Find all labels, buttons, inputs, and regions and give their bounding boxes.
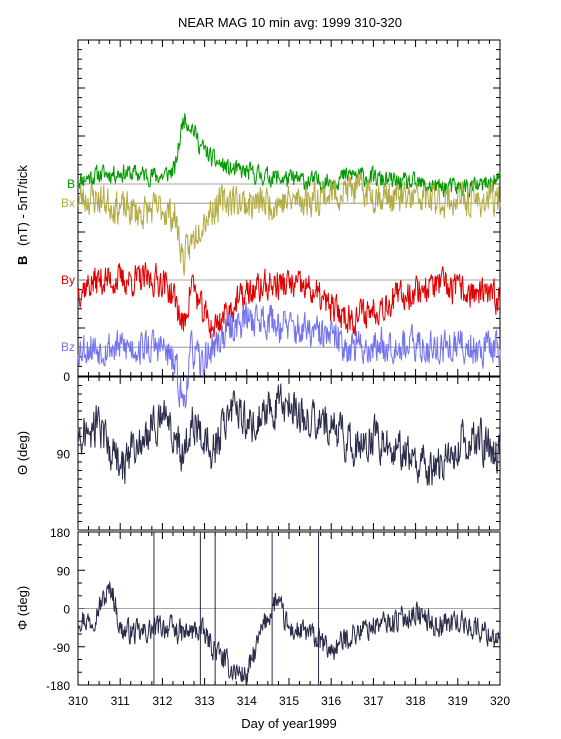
- b-field-panel: 0 B Bx By Bz: [61, 39, 501, 410]
- phi-ylabel: Φ (deg): [15, 586, 30, 630]
- series-bz-line: [77, 301, 501, 410]
- phi-line: [77, 581, 501, 685]
- series-b-line: [77, 113, 501, 198]
- phi-ytick-label: 180: [50, 526, 70, 540]
- b-ylabel-units: (nT) - 5nT/tick: [15, 165, 30, 246]
- x-tick-label: 310: [68, 694, 88, 708]
- x-tick-label: 311: [111, 694, 130, 708]
- series-bx-label: Bx: [61, 196, 75, 210]
- x-tick-label: 314: [237, 694, 257, 708]
- x-axis-label: Day of year1999: [241, 716, 336, 731]
- theta-ylabel: Θ (deg): [15, 431, 30, 475]
- theta-ytick-label-90: 90: [57, 448, 71, 462]
- x-tick-label: 316: [321, 694, 341, 708]
- b-ytick-label-zero: 0: [63, 370, 70, 384]
- x-tick-label: 317: [363, 694, 383, 708]
- x-tick-label: 320: [490, 694, 510, 708]
- series-b-label: B: [67, 177, 75, 191]
- x-tick-label: 315: [279, 694, 299, 708]
- x-tick-label: 312: [152, 694, 172, 708]
- phi-ytick-label: 90: [57, 564, 71, 578]
- series-by-label: By: [61, 273, 75, 287]
- chart-title: NEAR MAG 10 min avg: 1999 310-320: [178, 15, 402, 30]
- phi-ytick-label: -180: [46, 679, 70, 693]
- b-ylabel: B (nT) - 5nT/tick: [15, 165, 30, 265]
- theta-line: [77, 383, 501, 486]
- theta-panel: 90: [57, 376, 501, 531]
- x-tick-label: 319: [448, 694, 468, 708]
- x-tick-label: 313: [195, 694, 215, 708]
- series-by-line: [77, 262, 501, 339]
- x-tick-label: 318: [406, 694, 426, 708]
- b-ylabel-symbol: B: [15, 256, 30, 265]
- phi-ytick-label: -90: [53, 641, 71, 655]
- series-bx-line: [77, 171, 501, 276]
- series-bz-label: Bz: [61, 340, 75, 354]
- phi-ytick-label: 0: [63, 603, 70, 617]
